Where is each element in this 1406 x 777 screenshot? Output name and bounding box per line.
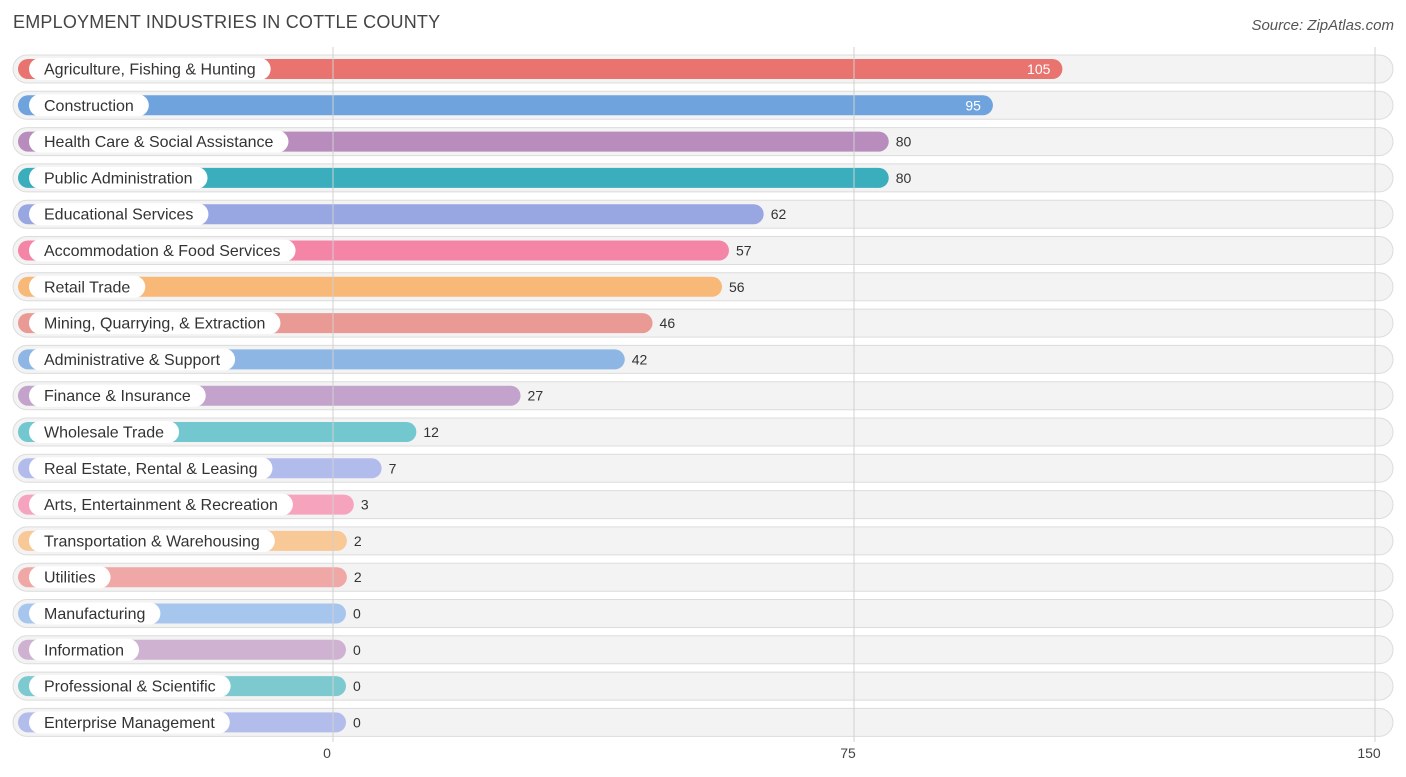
category-label-pill — [29, 166, 208, 189]
category-label: Professional & Scientific — [44, 679, 216, 696]
category-label: Wholesale Trade — [44, 425, 164, 442]
category-label-pill — [29, 675, 231, 698]
category-label-pill — [29, 348, 236, 371]
value-label: 56 — [729, 279, 745, 295]
category-label-pill — [29, 602, 161, 625]
x-tick-label: 0 — [323, 745, 331, 761]
category-label: Finance & Insurance — [44, 388, 191, 405]
category-label-pill — [29, 130, 289, 153]
category-label: Administrative & Support — [44, 352, 221, 369]
bar — [18, 276, 723, 297]
row-background — [12, 526, 1394, 556]
category-label-pill — [29, 58, 271, 80]
category-label: Public Administration — [44, 170, 193, 187]
bar — [18, 167, 889, 188]
row-background — [12, 707, 1394, 737]
category-label: Retail Trade — [44, 279, 130, 296]
x-tick-label: 75 — [840, 745, 856, 761]
value-label: 105 — [1027, 61, 1051, 77]
category-label: Mining, Quarrying, & Extraction — [44, 316, 265, 333]
category-label: Educational Services — [44, 207, 193, 224]
category-label: Utilities — [44, 570, 96, 587]
bar — [18, 59, 1063, 79]
gridlines — [332, 47, 1376, 742]
value-label: 3 — [361, 497, 369, 513]
category-label: Construction — [44, 98, 134, 115]
category-label: Accommodation & Food Services — [44, 243, 281, 260]
value-label: 2 — [354, 569, 362, 585]
x-axis: 0 75 150 — [323, 745, 1381, 761]
category-label-pill — [29, 275, 146, 298]
value-label: 62 — [771, 206, 787, 222]
row-background — [12, 490, 1394, 520]
value-label: 46 — [660, 315, 676, 331]
value-label: 0 — [353, 678, 361, 694]
category-label: Enterprise Management — [44, 715, 215, 732]
rows: Agriculture, Fishing & Hunting 105 Constru… — [12, 54, 1394, 737]
category-label: Agriculture, Fishing & Hunting — [44, 62, 256, 79]
value-label: 95 — [965, 97, 981, 113]
category-label: Transportation & Warehousing — [44, 533, 260, 550]
value-label: 2 — [354, 533, 362, 549]
x-tick-label: 150 — [1357, 745, 1381, 761]
value-label: 0 — [353, 642, 361, 658]
row-background — [12, 562, 1394, 592]
value-label: 7 — [389, 460, 397, 476]
value-label: 42 — [632, 351, 648, 367]
category-label-pill — [29, 529, 275, 552]
value-label: 80 — [896, 170, 912, 186]
category-label: Manufacturing — [44, 606, 145, 623]
value-label: 0 — [353, 714, 361, 730]
category-label-pill — [29, 493, 293, 516]
category-label: Health Care & Social Assistance — [44, 134, 274, 151]
category-label-pill — [29, 711, 230, 734]
source-note: Source: ZipAtlas.com — [1251, 17, 1394, 34]
category-label: Real Estate, Rental & Leasing — [44, 461, 257, 478]
row-background — [12, 635, 1394, 665]
category-label: Arts, Entertainment & Recreation — [44, 497, 278, 514]
category-label-pill — [29, 203, 209, 226]
category-label-pill — [29, 239, 296, 262]
category-label-pill — [29, 312, 281, 335]
chart-title: EMPLOYMENT INDUSTRIES IN COTTLE COUNTY — [13, 12, 441, 32]
category-label-pill — [29, 384, 206, 407]
value-label: 12 — [423, 424, 439, 440]
row-background — [12, 599, 1394, 628]
category-label-pill — [29, 638, 140, 661]
row-background — [12, 671, 1394, 701]
category-label-pill — [29, 421, 180, 443]
value-label: 0 — [353, 606, 361, 622]
bar — [18, 95, 993, 116]
category-label-pill — [29, 457, 273, 480]
category-label: Information — [44, 642, 124, 659]
value-label: 57 — [736, 243, 752, 259]
category-label-pill — [29, 566, 111, 589]
value-label: 27 — [528, 388, 544, 404]
value-label: 80 — [896, 134, 912, 150]
category-label-pill — [29, 94, 149, 117]
